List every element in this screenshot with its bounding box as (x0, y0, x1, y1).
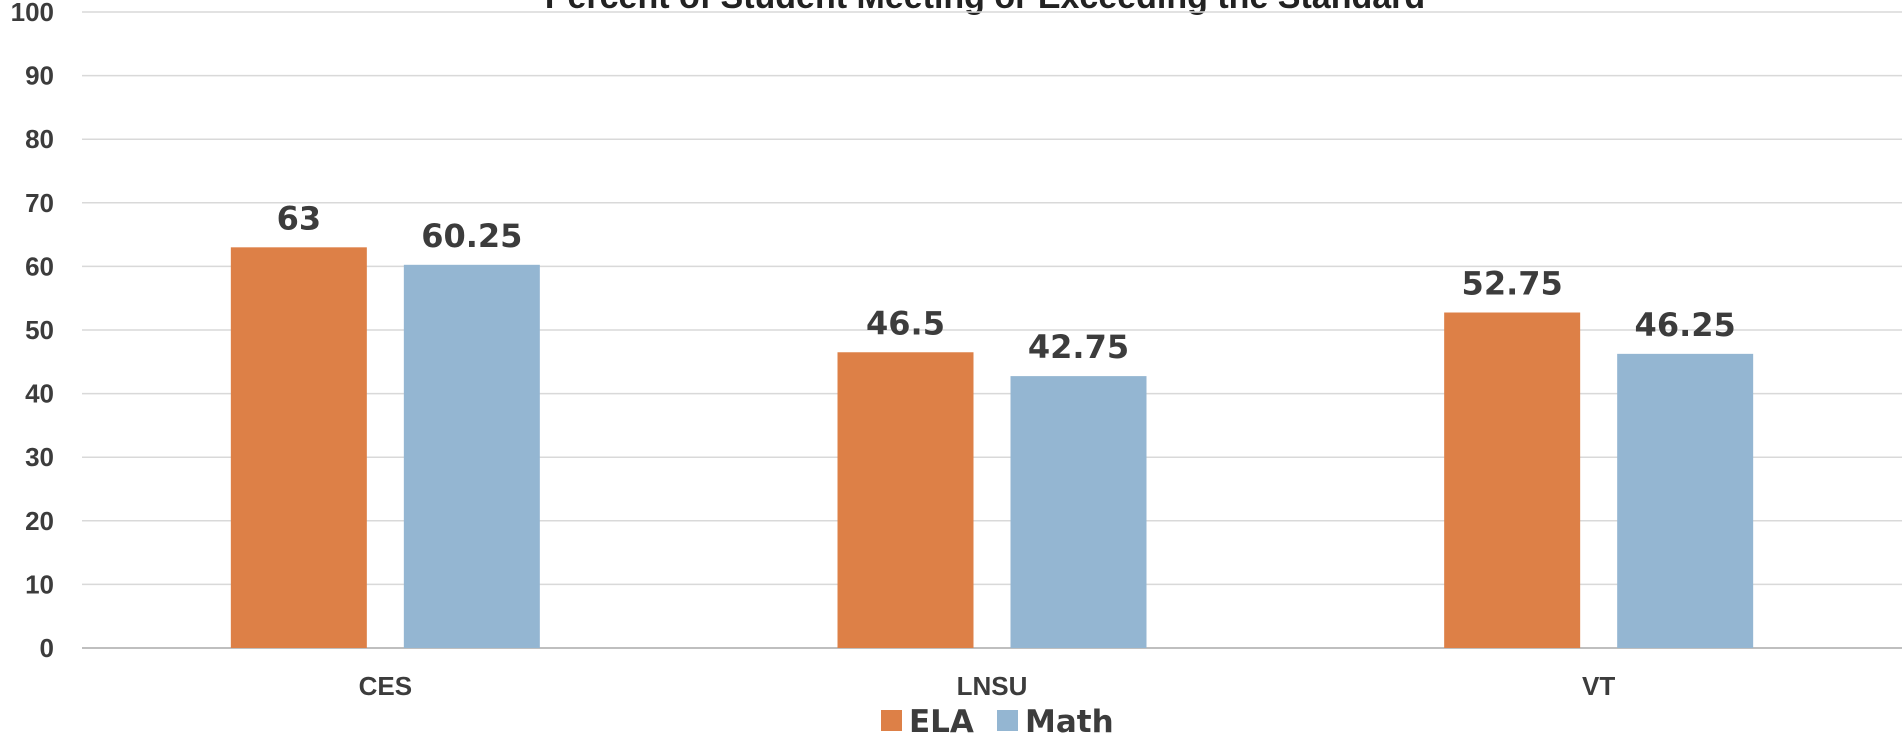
bar-math-ces (403, 264, 540, 648)
x-tick-label: LNSU (957, 671, 1028, 701)
y-tick-label: 70 (25, 188, 54, 218)
x-axis: CES LNSU VT (359, 671, 1616, 701)
data-label: 42.75 (1028, 328, 1129, 366)
bar-ela-lnsu (837, 352, 974, 648)
chart-title: Percent of Student Meeting or Exceeding … (545, 0, 1425, 16)
bar-ela-ces (230, 247, 367, 648)
legend-swatch-math (997, 710, 1018, 731)
y-tick-label: 20 (25, 506, 54, 536)
data-label: 46.5 (866, 304, 945, 342)
y-tick-label: 40 (25, 379, 54, 409)
data-label: 60.25 (421, 217, 522, 255)
bar-ela-vt (1444, 312, 1581, 648)
legend-swatch-ela (881, 710, 902, 731)
legend-label: ELA (909, 704, 974, 740)
y-tick-label: 100 (11, 0, 54, 27)
data-label: 46.25 (1635, 306, 1736, 344)
legend: ELA Math (881, 704, 1114, 740)
x-tick-label: CES (359, 671, 412, 701)
data-label: 52.75 (1462, 265, 1563, 303)
y-tick-label: 60 (25, 251, 54, 281)
data-label: 63 (277, 199, 322, 237)
y-tick-label: 90 (25, 61, 54, 91)
data-labels: 63 60.25 46.5 42.75 52.75 46.25 (277, 199, 1736, 366)
bar-math-lnsu (1010, 376, 1147, 648)
bars (230, 247, 1754, 648)
y-tick-label: 80 (25, 124, 54, 154)
y-tick-label: 30 (25, 442, 54, 472)
x-tick-label: VT (1582, 671, 1615, 701)
bar-math-vt (1617, 353, 1754, 648)
y-axis: 0 10 20 30 40 50 60 70 80 90 100 (11, 0, 54, 663)
gridlines (82, 11, 1902, 649)
legend-label: Math (1025, 704, 1114, 740)
y-tick-label: 0 (40, 633, 54, 663)
y-tick-label: 50 (25, 315, 54, 345)
y-tick-label: 10 (25, 569, 54, 599)
